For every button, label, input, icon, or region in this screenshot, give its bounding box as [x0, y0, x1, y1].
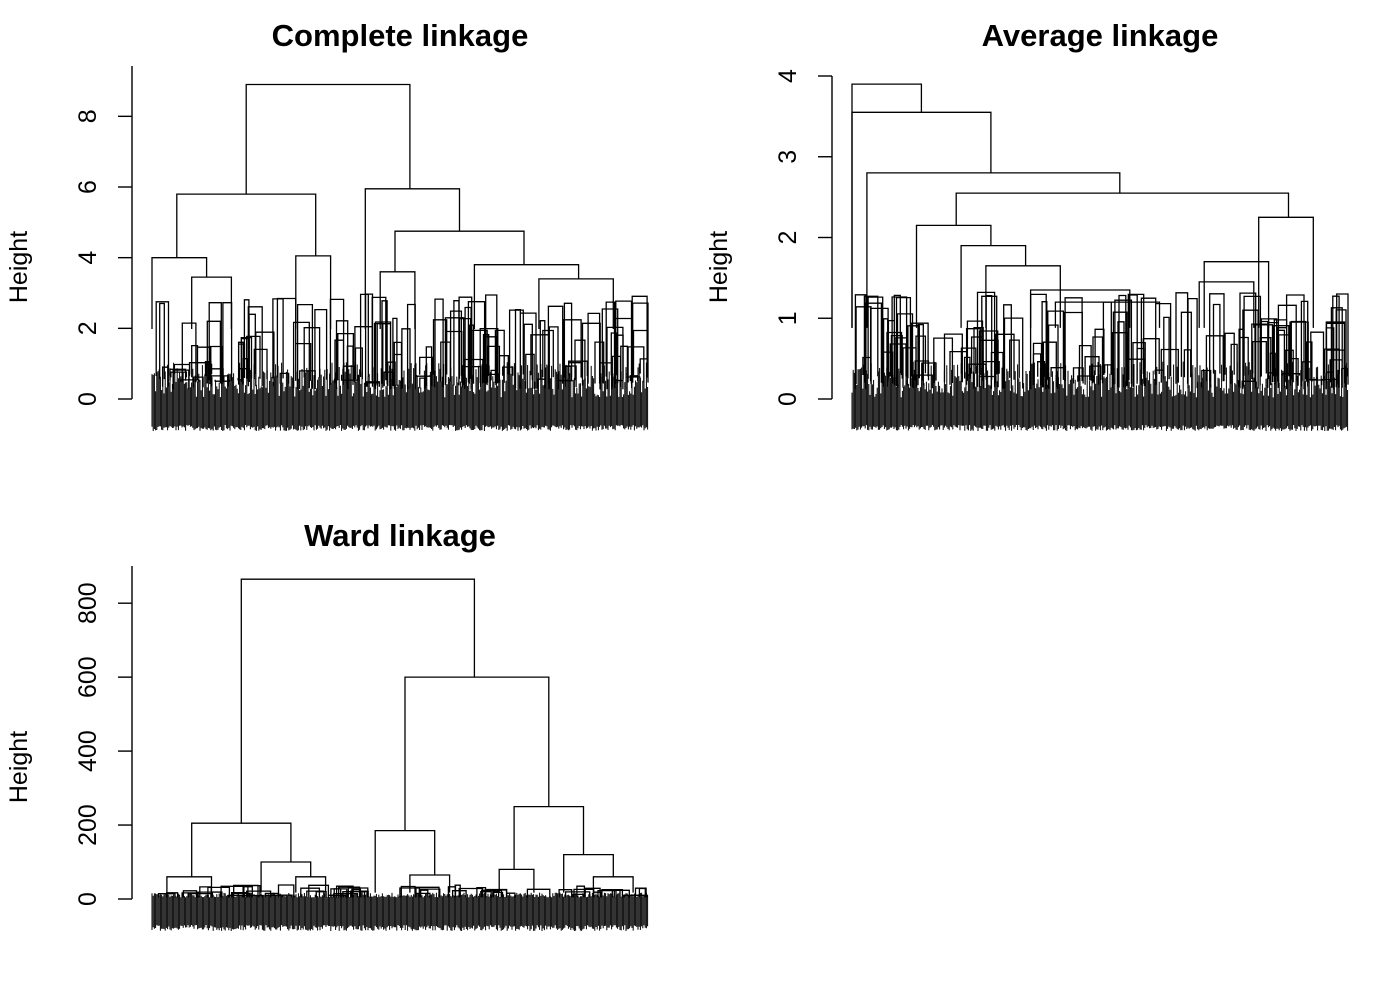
y-tick-label: 600 [74, 656, 102, 698]
merge-branch [498, 868, 535, 893]
merge-branch [394, 230, 525, 272]
y-tick-label: 8 [74, 109, 102, 123]
merge-branch [404, 676, 550, 831]
merge-branch [513, 805, 585, 870]
y-axis: 0 200 400 600 800 [74, 566, 133, 906]
leaf-branches [151, 892, 649, 931]
panel-average-linkage: Average linkage Height 0 1 2 3 4 [705, 18, 1349, 431]
chart-title: Complete linkage [272, 18, 529, 53]
merge-branch [374, 829, 436, 893]
leaf-branches [851, 361, 1349, 431]
dendrogram-branches [851, 83, 1349, 431]
merge-branch [191, 276, 233, 329]
minor-merges [854, 291, 1349, 390]
merge-branch [985, 265, 1061, 328]
panel-complete-linkage: Complete linkage Height 0 2 4 6 8 [5, 18, 649, 431]
merge-branch [866, 172, 1121, 328]
chart-title: Average linkage [982, 18, 1219, 53]
merge-branch [260, 861, 312, 893]
y-axis: 0 1 2 3 4 [774, 69, 833, 406]
merge-branch [1054, 301, 1161, 328]
merge-branch [563, 853, 614, 893]
y-tick-label: 1 [774, 311, 802, 325]
merge-branch [960, 244, 1027, 328]
y-axis-label: Height [5, 231, 33, 303]
merge-branch [851, 83, 923, 328]
y-tick-label: 800 [74, 582, 102, 624]
merge-branch [166, 876, 213, 893]
y-tick-label: 0 [774, 392, 802, 406]
minor-merges [157, 884, 648, 898]
merge-branch [151, 257, 208, 329]
merge-branch [915, 224, 992, 328]
merge-branch [364, 188, 461, 329]
merge-branch [538, 278, 614, 329]
y-tick-label: 3 [774, 150, 802, 164]
merge-branch [1198, 281, 1255, 328]
merge-branch [1258, 216, 1314, 328]
merge-branch [295, 255, 332, 329]
merge-branch [473, 264, 580, 329]
y-tick-label: 0 [74, 892, 102, 906]
y-tick-label: 400 [74, 730, 102, 772]
merge-branch [955, 192, 1290, 226]
merge-branch [851, 111, 992, 328]
minor-merges [155, 293, 649, 390]
y-axis-label: Height [5, 731, 33, 803]
merge-branch [295, 876, 327, 893]
y-tick-label: 4 [774, 69, 802, 83]
chart-title: Ward linkage [304, 518, 496, 553]
merge-branch [379, 271, 416, 329]
merge-branch [191, 822, 292, 877]
merge-branch [176, 193, 317, 258]
leaf-branches [151, 362, 649, 431]
panel-ward-linkage: Ward linkage Height 0 200 400 600 800 [5, 518, 649, 931]
merge-branch [1029, 289, 1131, 328]
dendrogram-branches [151, 578, 649, 931]
y-tick-label: 0 [74, 392, 102, 406]
merge-branch [592, 876, 634, 893]
y-tick-label: 2 [774, 231, 802, 245]
merge-branch [1203, 261, 1270, 328]
dendrogram-branches [151, 83, 649, 431]
y-tick-label: 2 [74, 321, 102, 335]
y-axis-label: Height [705, 231, 733, 303]
y-tick-label: 4 [74, 251, 102, 265]
merge-branch [240, 578, 476, 824]
merge-branch [409, 874, 451, 893]
y-axis: 0 2 4 6 8 [74, 66, 133, 406]
y-tick-label: 200 [74, 804, 102, 846]
y-tick-label: 6 [74, 180, 102, 194]
merge-branch [245, 83, 411, 195]
